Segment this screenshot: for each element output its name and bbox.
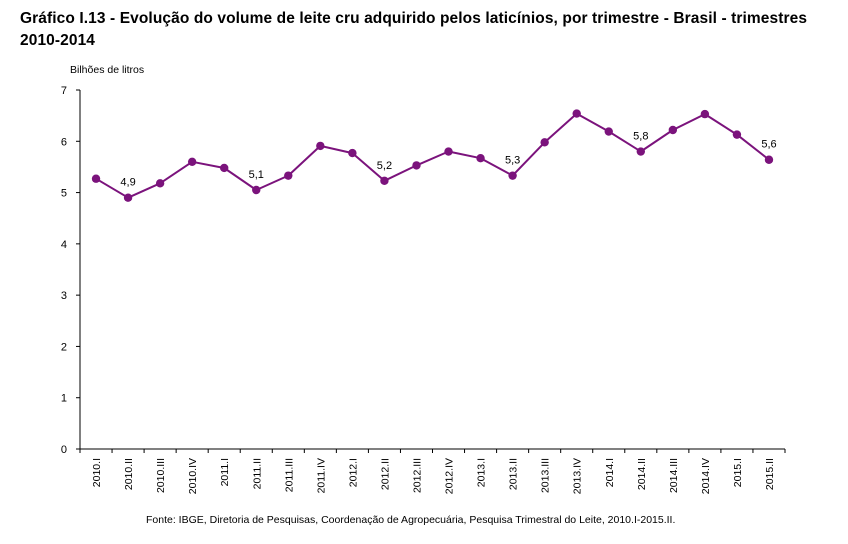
x-tick-label: 2013.III	[540, 458, 552, 493]
data-point	[636, 147, 645, 156]
x-ticks: 2010.I 2010.II 2010.III 2010.IV 2011.I 2011.I…	[79, 449, 786, 494]
y-tick-label: 2	[61, 341, 67, 353]
data-point	[252, 185, 261, 195]
data-point	[348, 148, 357, 158]
x-tick-label: 2012.III	[411, 458, 423, 493]
data-point	[764, 155, 774, 164]
data-point	[540, 138, 549, 147]
data-point	[316, 141, 325, 151]
data-point	[700, 109, 710, 119]
x-tick-label: 2015.II	[764, 458, 776, 490]
data-label: 5,3	[505, 155, 520, 167]
series-line	[95, 112, 770, 199]
data-label: 5,8	[633, 131, 648, 143]
data-point	[91, 174, 101, 183]
x-tick-label: 2014.III	[668, 458, 680, 493]
x-tick-label: 2014.IV	[700, 458, 712, 494]
data-point	[572, 109, 581, 118]
y-axis-label: Bilhões de litros	[70, 64, 144, 76]
data-label: 5,6	[761, 139, 776, 151]
data-point	[508, 171, 517, 180]
y-ticks: 0 1 2 3 4 5 6 7	[61, 85, 80, 456]
x-tick-label: 2011.II	[251, 458, 263, 489]
x-tick-label: 2014.II	[636, 458, 648, 490]
data-point	[284, 171, 293, 180]
data-labels: 4,9 5,1 5,2 5,3 5,8 5,6	[120, 131, 776, 189]
y-tick-label: 1	[61, 393, 67, 405]
x-tick-label: 2010.I	[91, 458, 103, 487]
y-tick-label: 3	[61, 290, 67, 302]
source-note: Fonte: IBGE, Diretoria de Pesquisas, Coo…	[146, 514, 676, 526]
x-tick-label: 2010.II	[123, 458, 135, 490]
x-tick-label: 2013.II	[508, 458, 520, 490]
data-point	[123, 193, 133, 202]
data-point	[444, 147, 453, 156]
x-tick-label: 2010.IV	[187, 458, 199, 494]
x-tick-label: 2010.III	[155, 458, 167, 493]
series-path	[95, 112, 770, 199]
x-tick-label: 2014.I	[604, 458, 616, 487]
data-label: 5,2	[377, 160, 392, 172]
x-tick-label: 2012.IV	[444, 458, 456, 494]
data-point	[732, 130, 742, 139]
x-tick-label: 2011.IV	[315, 458, 327, 493]
data-point	[668, 125, 678, 135]
y-tick-label: 4	[61, 239, 67, 251]
data-point	[380, 176, 389, 185]
data-point	[412, 161, 421, 170]
x-tick-label: 2012.II	[379, 458, 391, 490]
y-tick-label: 5	[61, 188, 67, 200]
data-point	[476, 154, 485, 163]
axes	[79, 90, 785, 450]
data-point	[604, 127, 613, 136]
data-point	[155, 179, 165, 188]
x-tick-label: 2012.I	[347, 458, 359, 487]
data-label: 4,9	[120, 177, 135, 189]
data-points	[91, 109, 774, 202]
data-point	[220, 163, 229, 173]
x-tick-label: 2011.III	[283, 458, 295, 492]
chart-title: Gráfico I.13 - Evolução do volume de lei…	[20, 10, 808, 49]
data-point	[187, 157, 197, 166]
x-tick-label: 2015.I	[732, 458, 744, 487]
x-tick-label: 2011.I	[219, 458, 231, 486]
y-tick-label: 0	[61, 444, 67, 456]
x-tick-label: 2013.I	[476, 458, 488, 487]
y-tick-label: 7	[61, 85, 67, 97]
data-label: 5,1	[249, 169, 264, 181]
x-tick-label: 2013.IV	[572, 458, 584, 494]
y-tick-label: 6	[61, 136, 67, 148]
